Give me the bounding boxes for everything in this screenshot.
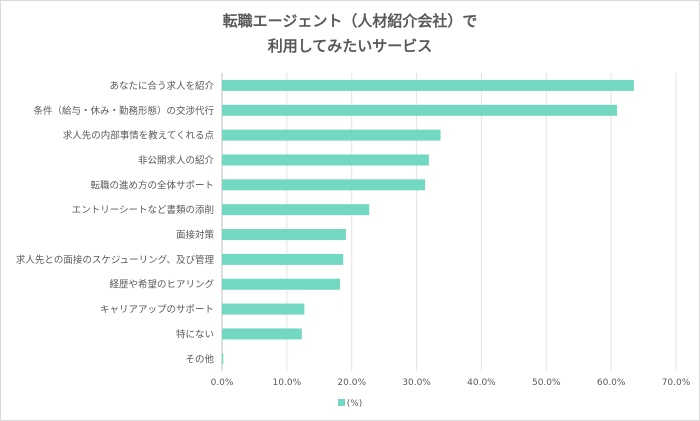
bar — [222, 179, 426, 191]
category-label: 条件（給与・休み・勤務形態）の交渉代行 — [33, 105, 214, 117]
bar — [222, 204, 370, 216]
category-label: 求人先との面接のスケジューリング、及び管理 — [16, 254, 215, 266]
legend-swatch — [337, 399, 345, 406]
x-tick-label: 50.0% — [532, 378, 561, 388]
legend: (%) — [1, 399, 699, 409]
category-label: 求人先の内部事情を教えてくれる点 — [63, 130, 215, 142]
x-tick-label: 40.0% — [467, 378, 496, 388]
bar — [222, 303, 305, 315]
bar — [222, 278, 341, 290]
chart-title: 転職エージェント（人材紹介会社）で 利用してみたいサービス — [1, 9, 699, 59]
x-tick-label: 60.0% — [597, 378, 626, 388]
bar — [222, 104, 617, 116]
title-line-2: 利用してみたいサービス — [267, 37, 433, 55]
x-tick-label: 30.0% — [402, 378, 431, 388]
title-line-1: 転職エージェント（人材紹介会社）で — [222, 12, 478, 30]
category-label: 転職の進め方の全体サポート — [90, 179, 214, 191]
bar — [222, 229, 346, 241]
bar — [222, 129, 441, 141]
category-label: 非公開求人の紹介 — [138, 154, 215, 166]
category-label: 経歴や希望のヒアリング — [109, 279, 214, 291]
category-label: あなたに合う求人を紹介 — [109, 80, 214, 92]
bar — [222, 154, 429, 166]
category-label: その他 — [185, 353, 214, 365]
bar — [222, 353, 224, 365]
x-tick-label: 0.0% — [211, 378, 234, 388]
category-label: 特にない — [176, 328, 214, 340]
bar — [222, 253, 344, 265]
bar — [222, 79, 634, 91]
legend-label: (%) — [346, 399, 363, 409]
category-label: エントリーシートなど書類の添削 — [72, 204, 214, 216]
category-label: 面接対策 — [176, 229, 215, 241]
x-tick-label: 20.0% — [337, 378, 366, 388]
x-tick-label: 70.0% — [662, 378, 691, 388]
bar — [222, 328, 302, 340]
x-tick-label: 10.0% — [273, 378, 302, 388]
category-label: キャリアアップのサポート — [100, 305, 214, 316]
